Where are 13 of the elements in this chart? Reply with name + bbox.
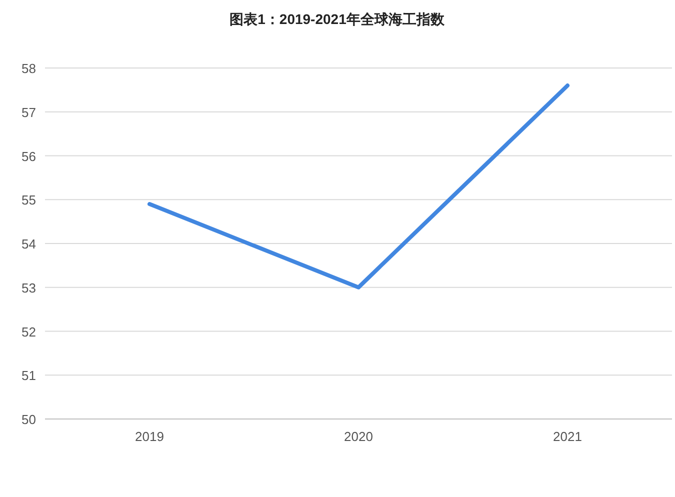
x-tick-label: 2020 <box>344 429 373 444</box>
y-tick-label: 50 <box>22 412 36 427</box>
x-tick-label: 2021 <box>553 429 582 444</box>
y-tick-label: 54 <box>22 236 36 252</box>
y-tick-label: 57 <box>22 104 36 120</box>
chart-title: 图表1：2019-2021年全球海工指数 <box>230 11 446 27</box>
y-tick-label: 53 <box>22 280 36 296</box>
x-tick-label: 2019 <box>135 429 164 444</box>
y-tick-label: 58 <box>22 61 36 76</box>
y-tick-label: 51 <box>22 368 36 384</box>
y-tick-label: 55 <box>22 192 36 208</box>
y-tick-label: 56 <box>22 148 36 164</box>
y-tick-label: 52 <box>22 324 36 340</box>
